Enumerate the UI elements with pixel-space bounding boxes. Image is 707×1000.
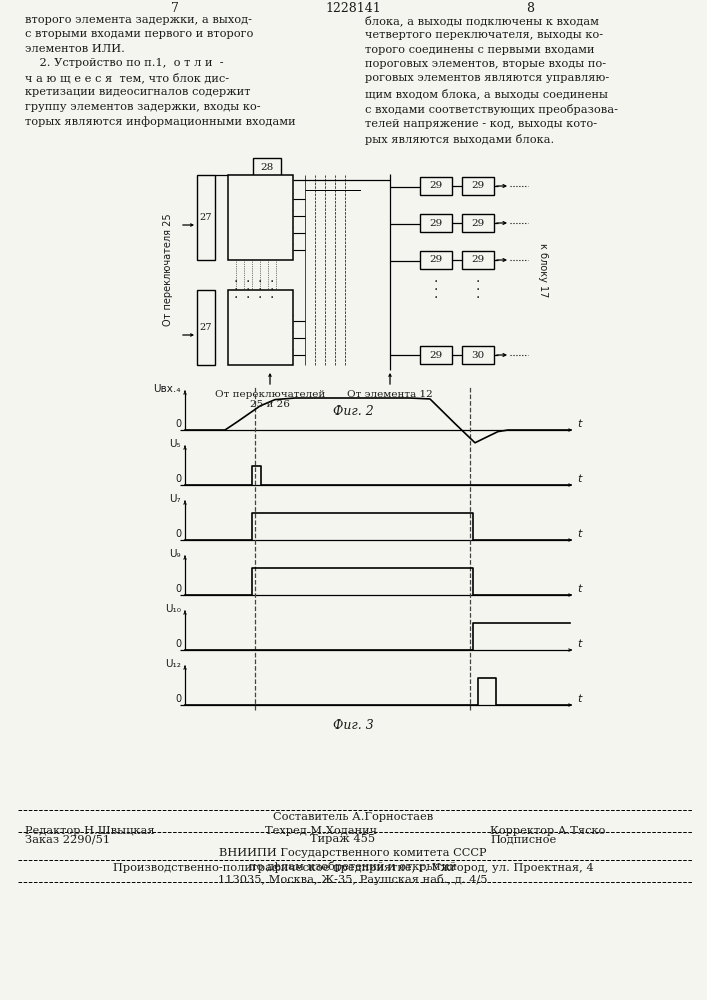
Text: Заказ 2290/51: Заказ 2290/51 xyxy=(25,834,110,844)
Text: ·: · xyxy=(234,275,238,289)
Text: ч а ю щ е е с я  тем, что блок дис-
кретизации видеосигналов содержит
группу эле: ч а ю щ е е с я тем, что блок дис- крети… xyxy=(25,72,296,127)
Text: Uвх.₄: Uвх.₄ xyxy=(153,384,181,394)
Bar xyxy=(462,177,494,195)
Text: 0: 0 xyxy=(175,694,181,704)
Text: к блоку 17: к блоку 17 xyxy=(538,243,548,297)
Text: по делам изобретений и открытий: по делам изобретений и открытий xyxy=(249,861,457,872)
Bar xyxy=(420,177,452,195)
Text: t: t xyxy=(577,694,581,704)
Text: 0: 0 xyxy=(175,419,181,429)
Text: 29: 29 xyxy=(429,351,443,360)
Text: Производственно-полиграфическое предприятие, г. Ужгород, ул. Проектная, 4: Производственно-полиграфическое предприя… xyxy=(112,862,593,873)
Text: От переключателя 25: От переключателя 25 xyxy=(163,214,173,326)
Text: ·: · xyxy=(476,291,480,305)
Bar xyxy=(197,290,215,365)
Text: 0: 0 xyxy=(175,639,181,649)
Text: ВНИИПИ Государственного комитета СССР: ВНИИПИ Государственного комитета СССР xyxy=(219,848,486,858)
Text: ·: · xyxy=(270,291,274,305)
Text: ·: · xyxy=(246,291,250,305)
Text: U₉: U₉ xyxy=(170,549,181,559)
Bar xyxy=(197,175,215,260)
Text: ·: · xyxy=(258,291,262,305)
Text: Корректор А.Тяско: Корректор А.Тяско xyxy=(490,826,605,836)
Text: ·: · xyxy=(234,283,238,297)
Text: ·: · xyxy=(434,283,438,297)
Text: t: t xyxy=(577,529,581,539)
Bar xyxy=(462,214,494,232)
Bar xyxy=(228,175,293,260)
Text: 30: 30 xyxy=(472,351,484,360)
Bar xyxy=(228,290,293,365)
Bar xyxy=(462,346,494,364)
Text: От переключателей
25 и 26: От переключателей 25 и 26 xyxy=(215,390,325,409)
Text: Фиг. 3: Фиг. 3 xyxy=(332,719,373,732)
Text: 1228141: 1228141 xyxy=(325,2,381,15)
Text: ·: · xyxy=(258,283,262,297)
Text: Фиг. 2: Фиг. 2 xyxy=(332,405,373,418)
Text: 8: 8 xyxy=(526,2,534,15)
Bar xyxy=(420,214,452,232)
Text: t: t xyxy=(577,419,581,429)
Text: 28: 28 xyxy=(260,163,274,172)
Text: ·: · xyxy=(270,283,274,297)
Text: 113035, Москва, Ж-35, Раушская наб., д. 4/5: 113035, Москва, Ж-35, Раушская наб., д. … xyxy=(218,874,488,885)
Bar xyxy=(420,346,452,364)
Text: 29: 29 xyxy=(429,219,443,228)
Text: t: t xyxy=(577,474,581,484)
Text: ·: · xyxy=(434,291,438,305)
Text: 29: 29 xyxy=(429,255,443,264)
Text: ·: · xyxy=(476,275,480,289)
Text: ·: · xyxy=(246,275,250,289)
Text: 27: 27 xyxy=(200,213,212,222)
Text: Редактор Н.Швыцкая: Редактор Н.Швыцкая xyxy=(25,826,155,836)
Text: ·: · xyxy=(258,275,262,289)
Text: t: t xyxy=(577,584,581,594)
Text: 27: 27 xyxy=(200,324,212,332)
Text: 2. Устройство по п.1,  о т л и  -: 2. Устройство по п.1, о т л и - xyxy=(25,58,223,68)
Text: второго элемента задержки, а выход-
с вторыми входами первого и второго
элементо: второго элемента задержки, а выход- с вт… xyxy=(25,15,253,54)
Text: блока, а выходы подключены к входам
четвертого переключателя, выходы ко-
торого : блока, а выходы подключены к входам четв… xyxy=(365,15,618,145)
Bar xyxy=(420,251,452,269)
Text: Подписное: Подписное xyxy=(490,834,556,844)
Text: 29: 29 xyxy=(429,182,443,190)
Bar xyxy=(253,158,281,178)
Text: ·: · xyxy=(434,275,438,289)
Text: 29: 29 xyxy=(472,182,484,190)
Text: 7: 7 xyxy=(171,2,179,15)
Bar xyxy=(462,251,494,269)
Text: U₁₀: U₁₀ xyxy=(165,604,181,614)
Text: ·: · xyxy=(476,283,480,297)
Text: U₇: U₇ xyxy=(170,494,181,504)
Text: 0: 0 xyxy=(175,529,181,539)
Text: 0: 0 xyxy=(175,474,181,484)
Text: 0: 0 xyxy=(175,584,181,594)
Text: ·: · xyxy=(234,291,238,305)
Text: Тираж 455: Тираж 455 xyxy=(310,834,375,844)
Text: t: t xyxy=(577,639,581,649)
Text: ·: · xyxy=(270,275,274,289)
Text: От элемента 12: От элемента 12 xyxy=(347,390,433,399)
Text: 29: 29 xyxy=(472,219,484,228)
Text: Техред М.Ходанич: Техред М.Ходанич xyxy=(265,826,377,836)
Text: U₁₂: U₁₂ xyxy=(165,659,181,669)
Text: U₅: U₅ xyxy=(170,439,181,449)
Text: ·: · xyxy=(246,283,250,297)
Text: Составитель А.Горностаев: Составитель А.Горностаев xyxy=(273,812,433,822)
Text: 29: 29 xyxy=(472,255,484,264)
